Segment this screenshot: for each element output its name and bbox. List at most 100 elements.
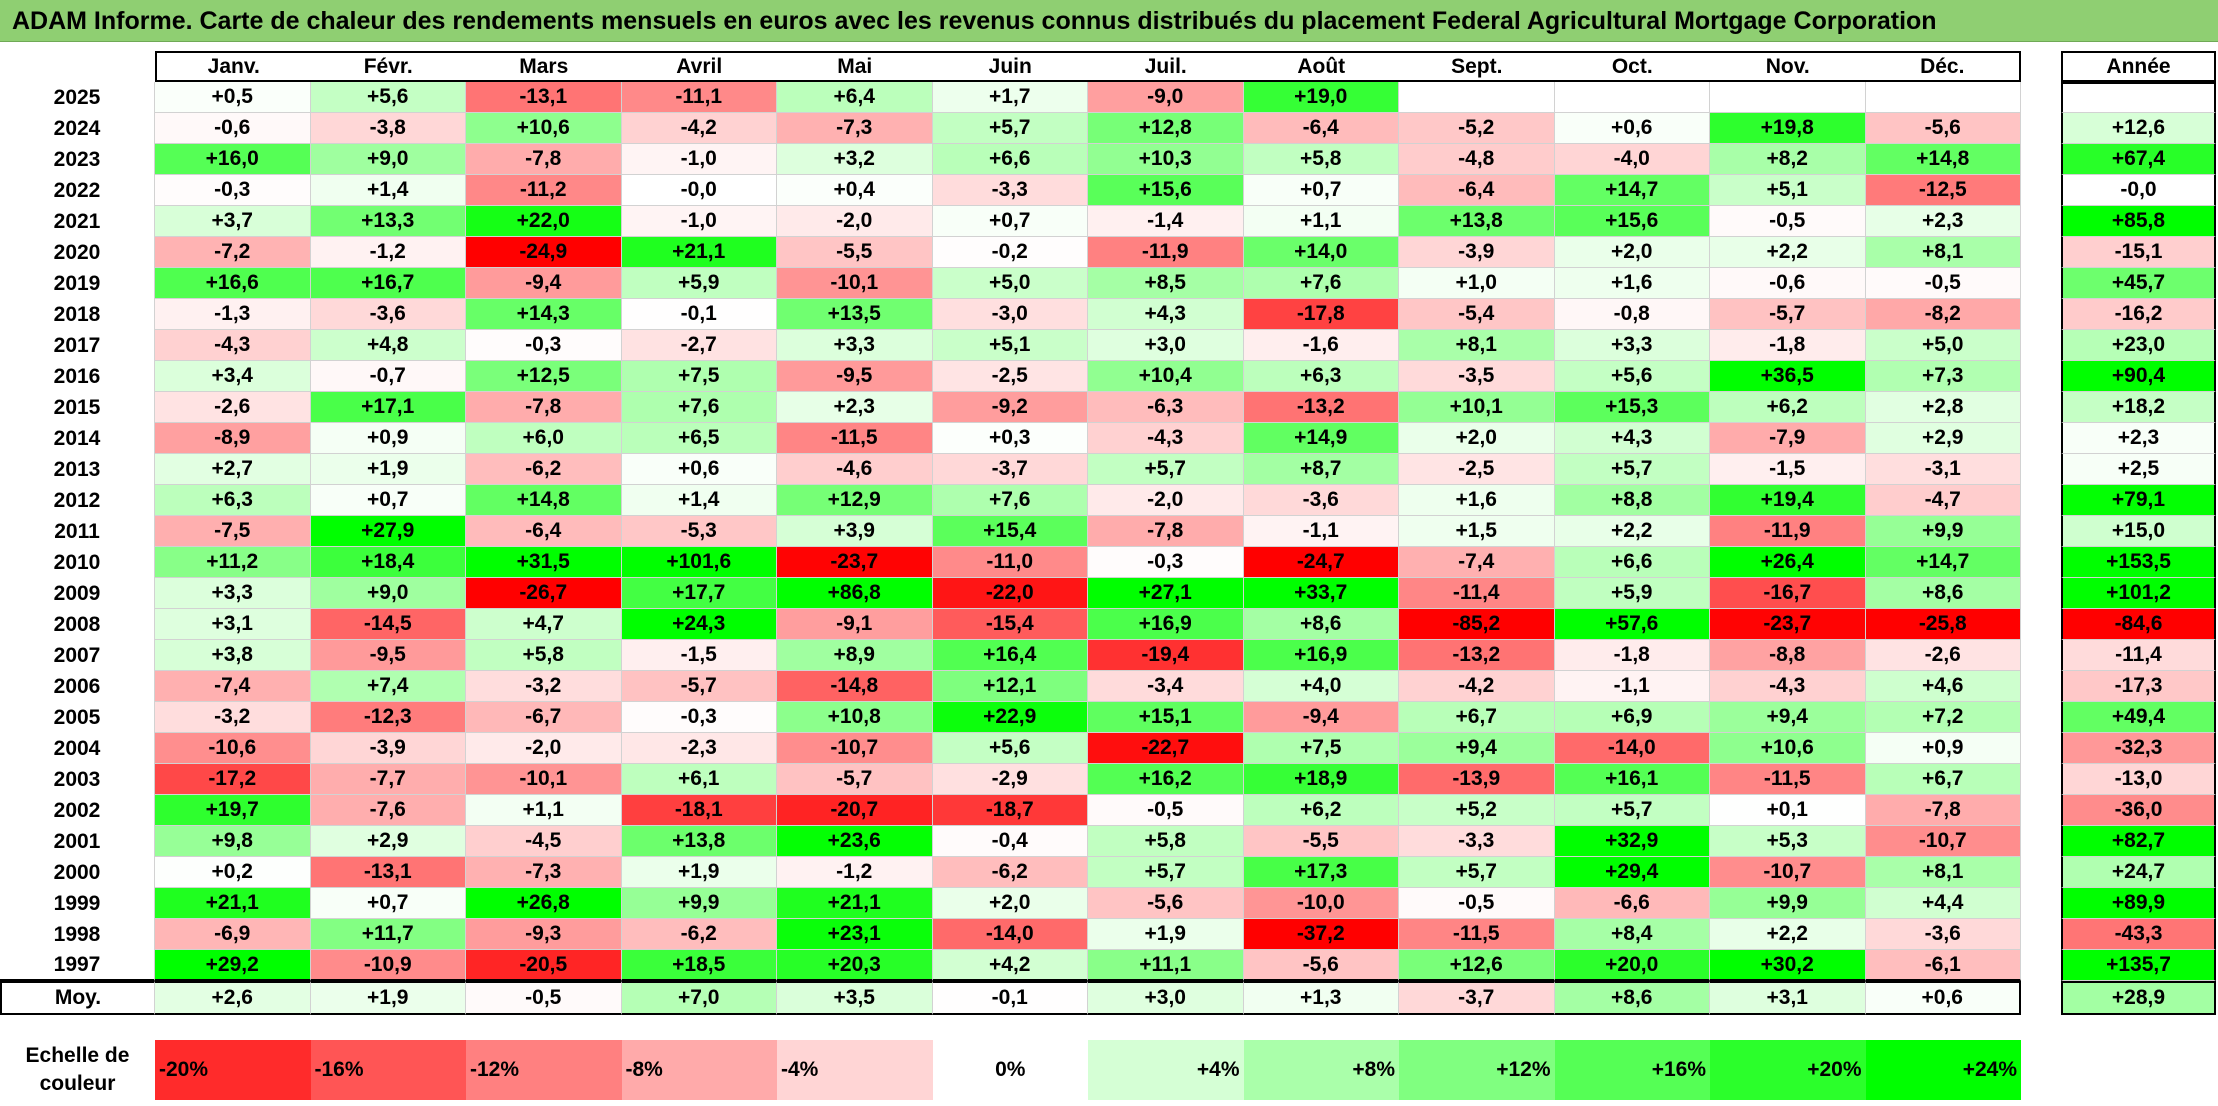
heatmap-cell: +6,2 — [1243, 795, 1399, 826]
heatmap-cell: -9,3 — [466, 919, 622, 950]
column-gap — [2021, 857, 2061, 888]
average-cell: +8,6 — [1554, 981, 1710, 1015]
heatmap-cell: +18,9 — [1243, 764, 1399, 795]
heatmap-cell: +15,4 — [932, 516, 1088, 547]
heatmap-cell: +20,3 — [777, 950, 933, 981]
heatmap-cell: -1,5 — [1710, 454, 1866, 485]
year-label: 2024 — [0, 113, 155, 144]
month-header: Déc. — [1865, 51, 2021, 82]
heatmap-cell: -13,1 — [310, 857, 466, 888]
annual-cell: +2,5 — [2061, 454, 2216, 485]
heatmap-cell: +2,2 — [1710, 919, 1866, 950]
heatmap-cell: +11,2 — [155, 547, 311, 578]
heatmap-cell: +12,6 — [1399, 950, 1555, 981]
average-cell: +7,0 — [621, 981, 777, 1015]
heatmap-cell: +2,3 — [1865, 206, 2021, 237]
year-label: 2018 — [0, 299, 155, 330]
annual-cell: +82,7 — [2061, 826, 2216, 857]
heatmap-cell: +7,5 — [1243, 733, 1399, 764]
heatmap-cell: -10,7 — [777, 733, 933, 764]
annual-cell: -43,3 — [2061, 919, 2216, 950]
heatmap-cell: -11,1 — [621, 82, 777, 113]
heatmap-cell: -6,6 — [1554, 888, 1710, 919]
heatmap-cell: +8,9 — [777, 640, 933, 671]
column-gap — [2021, 981, 2061, 1012]
column-gap — [2021, 82, 2061, 113]
scale-swatch: +16% — [1554, 1040, 1710, 1100]
average-cell: +3,5 — [777, 981, 933, 1015]
heatmap-cell: -5,2 — [1399, 113, 1555, 144]
heatmap-cell: -2,5 — [1399, 454, 1555, 485]
heatmap-cell: +26,8 — [466, 888, 622, 919]
heatmap-cell: -20,5 — [466, 950, 622, 981]
heatmap-cell: +10,3 — [1088, 144, 1244, 175]
heatmap-cell: -4,3 — [1710, 671, 1866, 702]
column-gap — [2021, 888, 2061, 919]
heatmap-cell: -7,4 — [1399, 547, 1555, 578]
heatmap-cell: -0,1 — [621, 299, 777, 330]
heatmap-cell: -11,5 — [1399, 919, 1555, 950]
heatmap-cell: -0,3 — [1088, 547, 1244, 578]
column-gap — [2021, 485, 2061, 516]
heatmap-cell: +6,1 — [621, 764, 777, 795]
annual-cell: -11,4 — [2061, 640, 2216, 671]
heatmap-cell: +0,1 — [1710, 795, 1866, 826]
month-header: Nov. — [1710, 51, 1866, 82]
heatmap-cell: +2,9 — [1865, 423, 2021, 454]
heatmap-cell: -0,0 — [621, 175, 777, 206]
heatmap-cell: -6,4 — [1399, 175, 1555, 206]
heatmap-cell: -37,2 — [1243, 919, 1399, 950]
heatmap-cell: +5,3 — [1710, 826, 1866, 857]
heatmap-cell: -4,5 — [466, 826, 622, 857]
annual-cell: -17,3 — [2061, 671, 2216, 702]
year-label: 2022 — [0, 175, 155, 206]
column-gap — [2021, 764, 2061, 795]
heatmap-cell: -1,5 — [621, 640, 777, 671]
heatmap-cell: -19,4 — [1088, 640, 1244, 671]
year-label: 2005 — [0, 702, 155, 733]
heatmap-cell: +8,8 — [1554, 485, 1710, 516]
annual-cell: -0,0 — [2061, 175, 2216, 206]
heatmap-cell: +5,6 — [932, 733, 1088, 764]
heatmap-cell: -4,7 — [1865, 485, 2021, 516]
heatmap-cell: -15,4 — [932, 609, 1088, 640]
heatmap-cell: -0,3 — [466, 330, 622, 361]
heatmap-cell: +7,4 — [310, 671, 466, 702]
heatmap-cell: -4,0 — [1554, 144, 1710, 175]
heatmap-cell: -12,3 — [310, 702, 466, 733]
heatmap-cell: -0,2 — [932, 237, 1088, 268]
column-gap — [2021, 144, 2061, 175]
heatmap-cell: +6,4 — [777, 82, 933, 113]
heatmap-cell: +19,7 — [155, 795, 311, 826]
heatmap-cell: +16,4 — [932, 640, 1088, 671]
heatmap-cell: +5,0 — [1865, 330, 2021, 361]
heatmap-cell: +14,0 — [1243, 237, 1399, 268]
heatmap-cell: +1,7 — [932, 82, 1088, 113]
heatmap-cell: +8,4 — [1554, 919, 1710, 950]
heatmap-cell: -24,7 — [1243, 547, 1399, 578]
heatmap-cell: +6,0 — [466, 423, 622, 454]
heatmap-cell: -6,2 — [932, 857, 1088, 888]
heatmap-cell: +10,6 — [466, 113, 622, 144]
heatmap-cell: +36,5 — [1710, 361, 1866, 392]
heatmap-cell: +11,1 — [1088, 950, 1244, 981]
heatmap-cell: +8,6 — [1243, 609, 1399, 640]
column-gap — [2021, 299, 2061, 330]
scale-swatch: -16% — [310, 1040, 466, 1100]
heatmap-cell: -9,4 — [466, 268, 622, 299]
heatmap-cell: +12,5 — [466, 361, 622, 392]
heatmap-cell: -10,6 — [155, 733, 311, 764]
heatmap-cell: +15,6 — [1088, 175, 1244, 206]
heatmap-cell: -6,7 — [466, 702, 622, 733]
heatmap-cell: -11,9 — [1710, 516, 1866, 547]
column-gap — [2021, 237, 2061, 268]
heatmap-cell: +12,8 — [1088, 113, 1244, 144]
average-cell: +2,6 — [155, 981, 311, 1015]
annual-cell: -16,2 — [2061, 299, 2216, 330]
heatmap-cell: +1,9 — [1088, 919, 1244, 950]
column-gap — [2021, 330, 2061, 361]
column-gap — [2021, 578, 2061, 609]
heatmap-cell: +29,2 — [155, 950, 311, 981]
heatmap-cell: +24,3 — [621, 609, 777, 640]
heatmap-cell: +5,9 — [621, 268, 777, 299]
